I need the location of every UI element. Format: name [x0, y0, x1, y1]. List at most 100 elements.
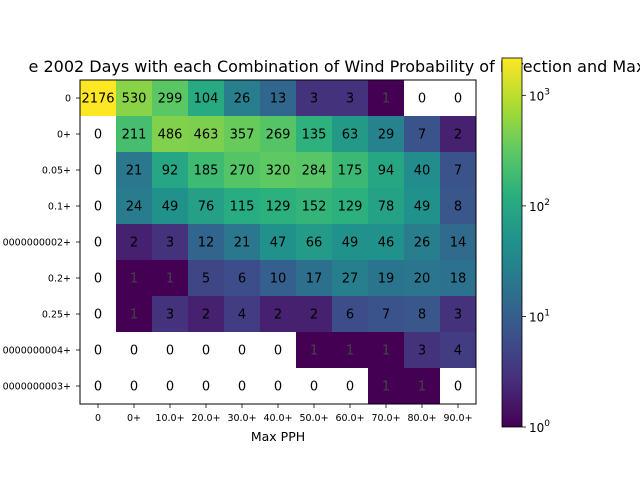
cell-value-label: 211 — [122, 128, 147, 143]
heatmap-cell — [152, 260, 188, 296]
cell-value-label: 0 — [94, 380, 102, 395]
colorbar-tick-label: 103 — [529, 87, 550, 103]
heatmap-cell — [404, 116, 440, 152]
heatmap-cell — [404, 260, 440, 296]
cell-value-label: 269 — [266, 128, 291, 143]
cell-value-label: 29 — [378, 128, 395, 143]
cell-value-label: 3 — [454, 308, 462, 323]
cell-value-label: 26 — [234, 92, 251, 107]
cell-value-label: 2 — [130, 236, 138, 251]
y-axis-ticks: 0 0+ 0.05+ 0.1+ 0000000002+ 0.2+ 0.25+ 00000000… — [3, 94, 80, 393]
heatmap-cell — [116, 296, 152, 332]
cell-value-label: 0 — [94, 236, 102, 251]
x-tick-label: 0+ — [127, 413, 141, 424]
y-tick-label: 0 — [65, 94, 71, 105]
x-tick-label: 30.0+ — [227, 413, 256, 424]
cell-value-label: 0 — [238, 344, 246, 359]
heatmap-cell — [116, 152, 152, 188]
y-tick-label: 0000000003+ — [3, 382, 71, 393]
heatmap-cell — [260, 260, 296, 296]
y-tick-label: 0000000002+ — [3, 238, 71, 249]
heatmap-cell — [296, 260, 332, 296]
cell-value-label: 20 — [414, 272, 431, 287]
heatmap-cell — [260, 224, 296, 260]
cell-value-label: 47 — [270, 236, 287, 251]
heatmap-cell — [116, 80, 152, 116]
cell-value-label: 1 — [346, 344, 354, 359]
heatmap-cell — [116, 332, 152, 368]
cell-value-label: 2 — [274, 308, 282, 323]
cell-value-label: 0 — [202, 380, 210, 395]
cell-value-label: 4 — [454, 344, 462, 359]
cell-value-label: 66 — [306, 236, 323, 251]
cell-value-label: 3 — [346, 92, 354, 107]
cell-value-label: 5 — [202, 272, 210, 287]
heatmap-cell — [224, 188, 260, 224]
cell-value-label: 2176 — [81, 92, 114, 107]
heatmap-cell — [332, 80, 368, 116]
cell-value-label: 8 — [418, 308, 426, 323]
cell-value-label: 0 — [130, 344, 138, 359]
heatmap-cell — [80, 152, 116, 188]
cell-value-label: 0 — [202, 344, 210, 359]
cell-value-label: 94 — [378, 164, 395, 179]
x-tick-label: 50.0+ — [299, 413, 328, 424]
cell-value-label: 4 — [238, 308, 246, 323]
cell-value-label: 0 — [166, 380, 174, 395]
x-tick-label: 60.0+ — [335, 413, 364, 424]
heatmap-cell — [404, 368, 440, 404]
heatmap-cell — [116, 224, 152, 260]
heatmap-cell — [332, 188, 368, 224]
heatmap-cell — [188, 332, 224, 368]
heatmap-cell — [296, 224, 332, 260]
heatmap-cell — [152, 188, 188, 224]
heatmap-cell — [440, 332, 476, 368]
heatmap-cell — [260, 188, 296, 224]
heatmap-cell — [152, 224, 188, 260]
cell-value-label: 46 — [378, 236, 395, 251]
cell-value-label: 0 — [130, 380, 138, 395]
x-tick-label: 40.0+ — [263, 413, 292, 424]
cell-value-label: 49 — [342, 236, 359, 251]
heatmap-cell — [224, 368, 260, 404]
cell-value-label: 129 — [338, 200, 363, 215]
cell-value-label: 152 — [302, 200, 327, 215]
heatmap-cell — [296, 80, 332, 116]
cell-value-label: 92 — [162, 164, 179, 179]
heatmap-cell — [332, 332, 368, 368]
heatmap-cell — [80, 80, 116, 116]
cell-value-label: 0 — [310, 380, 318, 395]
x-tick-label: 70.0+ — [371, 413, 400, 424]
cell-value-label: 0 — [238, 380, 246, 395]
cell-value-label: 299 — [158, 92, 183, 107]
heatmap-cell — [152, 116, 188, 152]
heatmap-cell — [224, 224, 260, 260]
cell-value-label: 3 — [166, 236, 174, 251]
heatmap-cell — [296, 188, 332, 224]
cell-value-label: 10 — [270, 272, 287, 287]
heatmap-cell — [368, 368, 404, 404]
chart-title: e 2002 Days with each Combination of Win… — [29, 57, 640, 76]
heatmap-cell — [80, 296, 116, 332]
cell-value-label: 0 — [94, 308, 102, 323]
cell-value-label: 135 — [302, 128, 327, 143]
heatmap-cell — [296, 332, 332, 368]
heatmap-cell — [368, 260, 404, 296]
cell-value-label: 1 — [382, 380, 390, 395]
cell-value-label: 185 — [194, 164, 219, 179]
cell-value-label: 14 — [450, 236, 467, 251]
heatmap-cell — [80, 332, 116, 368]
heatmap-cell — [332, 296, 368, 332]
heatmap-cell — [368, 296, 404, 332]
x-tick-label: 0 — [95, 413, 101, 424]
heatmap-cell — [188, 368, 224, 404]
heatmap-cell — [224, 260, 260, 296]
cell-value-label: 63 — [342, 128, 359, 143]
heatmap-cell — [368, 116, 404, 152]
heatmap-cell — [332, 152, 368, 188]
cell-value-label: 3 — [418, 344, 426, 359]
heatmap-cell — [260, 368, 296, 404]
heatmap-cell — [188, 224, 224, 260]
heatmap-cell — [332, 260, 368, 296]
cell-value-label: 0 — [166, 344, 174, 359]
